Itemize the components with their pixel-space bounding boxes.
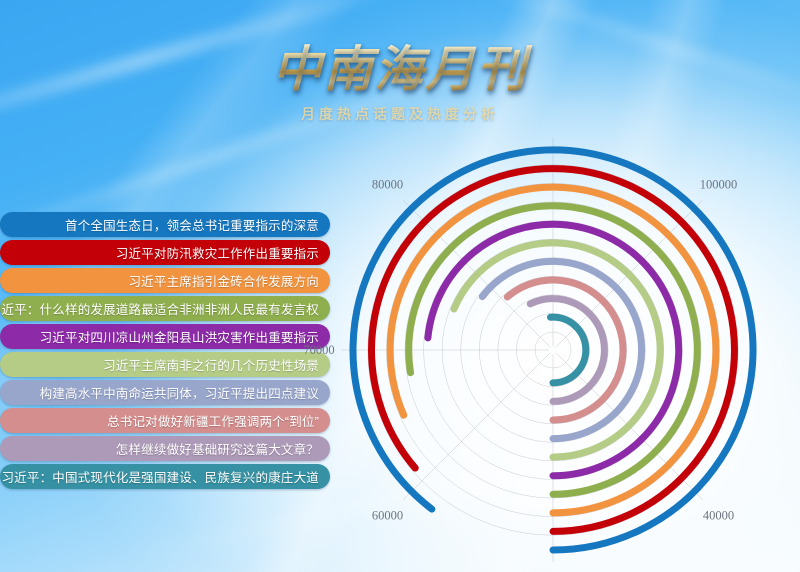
axis-tick-label: 60000	[372, 509, 403, 523]
legend-list: 首个全国生态日，领会总书记重要指示的深意习近平对防汛救灾工作作出重要指示习近平主…	[0, 212, 330, 492]
legend-item[interactable]: 怎样继续做好基础研究这篇大文章？	[0, 436, 330, 461]
radial-bar[interactable]: 总书记对做好新疆工作强调两个“到位”: 80500	[503, 276, 627, 424]
legend-item-label: 首个全国生态日，领会总书记重要指示的深意	[64, 219, 319, 233]
legend-item-label: 习近平：什么样的发展道路最适合非洲非洲人民最有发言权	[0, 303, 319, 317]
legend-item-label: 习近平：中国式现代化是强国建设、民族复兴的康庄大道	[1, 471, 319, 485]
legend-item-label: 习近平主席指引金砖合作发展方向	[128, 275, 319, 289]
radial-bars: 首个全国生态日，领会总书记重要指示的深意: 101500习近平对防汛救灾工作作出…	[349, 146, 757, 554]
radial-bar[interactable]: 习近平主席南非之行的几个历史性场景: 86000	[450, 239, 664, 461]
legend-item[interactable]: 首个全国生态日，领会总书记重要指示的深意	[0, 212, 330, 237]
grid-spoke	[402, 352, 551, 501]
axis-tick-label: 100000	[700, 178, 738, 192]
light-sweep-decoration	[0, 0, 412, 145]
radial-bar[interactable]: 怎样继续做好基础研究这篇大文章？: 77500	[526, 295, 608, 405]
radial-bar[interactable]: 习近平对四川凉山州金阳县山洪灾害作出重要指示: 89500	[424, 220, 683, 480]
legend-item[interactable]: 习近平对四川凉山州金阳县山洪灾害作出重要指示	[0, 324, 330, 349]
radial-bar[interactable]: 习近平：什么样的发展道路最适合非洲非洲人民最有发言权: 92500	[405, 202, 701, 498]
page-subtitle: 月度热点话题及热度分析	[301, 108, 499, 124]
poster-header: 中南海月刊 月度热点话题及热度分析	[0, 44, 800, 124]
legend-item[interactable]: 习近平对防汛救灾工作作出重要指示	[0, 240, 330, 265]
radial-bar[interactable]: 构建高水平中南命运共同体，习近平提出四点建议: 83000	[478, 257, 646, 443]
radial-bar[interactable]: 首个全国生态日，领会总书记重要指示的深意: 101500	[349, 146, 757, 554]
legend-item[interactable]: 构建高水平中南命运共同体，习近平提出四点建议	[0, 380, 330, 405]
radial-bar-chart: 首个全国生态日，领会总书记重要指示的深意: 101500习近平对防汛救灾工作作出…	[300, 130, 800, 572]
radial-bar[interactable]: 习近平：中国式现代化是强国建设、民族复兴的康庄大道: 73000	[546, 313, 590, 387]
legend-item[interactable]: 总书记对做好新疆工作强调两个“到位”	[0, 408, 330, 433]
radial-axis-ticks: 400005000060000700008000090000100000	[303, 178, 738, 523]
legend-item-label: 构建高水平中南命运共同体，习近平提出四点建议	[39, 387, 319, 401]
radial-bar[interactable]: 习近平主席指引金砖合作发展方向: 95500	[386, 183, 720, 517]
axis-tick-label: 40000	[703, 509, 734, 523]
radial-bar[interactable]: 习近平对防汛救灾工作作出重要指示: 99000	[368, 165, 738, 535]
radial-bar-chart-svg: 首个全国生态日，领会总书记重要指示的深意: 101500习近平对防汛救灾工作作出…	[303, 138, 757, 562]
page-title: 中南海月刊	[0, 44, 800, 96]
legend-item-label: 习近平对四川凉山州金阳县山洪灾害作出重要指示	[39, 331, 319, 345]
axis-tick-label: 80000	[372, 178, 403, 192]
legend-item[interactable]: 习近平主席指引金砖合作发展方向	[0, 268, 330, 293]
legend-item-label: 习近平主席南非之行的几个历史性场景	[103, 359, 319, 373]
light-sweep-decoration	[438, 0, 800, 114]
legend-item-label: 怎样继续做好基础研究这篇大文章？	[115, 443, 319, 457]
legend-item-label: 总书记对做好新疆工作强调两个“到位”	[107, 415, 319, 429]
legend-item-label: 习近平对防汛救灾工作作出重要指示	[115, 247, 319, 261]
legend-item[interactable]: 习近平：什么样的发展道路最适合非洲非洲人民最有发言权	[0, 296, 330, 321]
legend-item[interactable]: 习近平：中国式现代化是强国建设、民族复兴的康庄大道	[0, 464, 330, 489]
legend-item[interactable]: 习近平主席南非之行的几个历史性场景	[0, 352, 330, 377]
axis-tick-label: 70000	[303, 343, 334, 357]
